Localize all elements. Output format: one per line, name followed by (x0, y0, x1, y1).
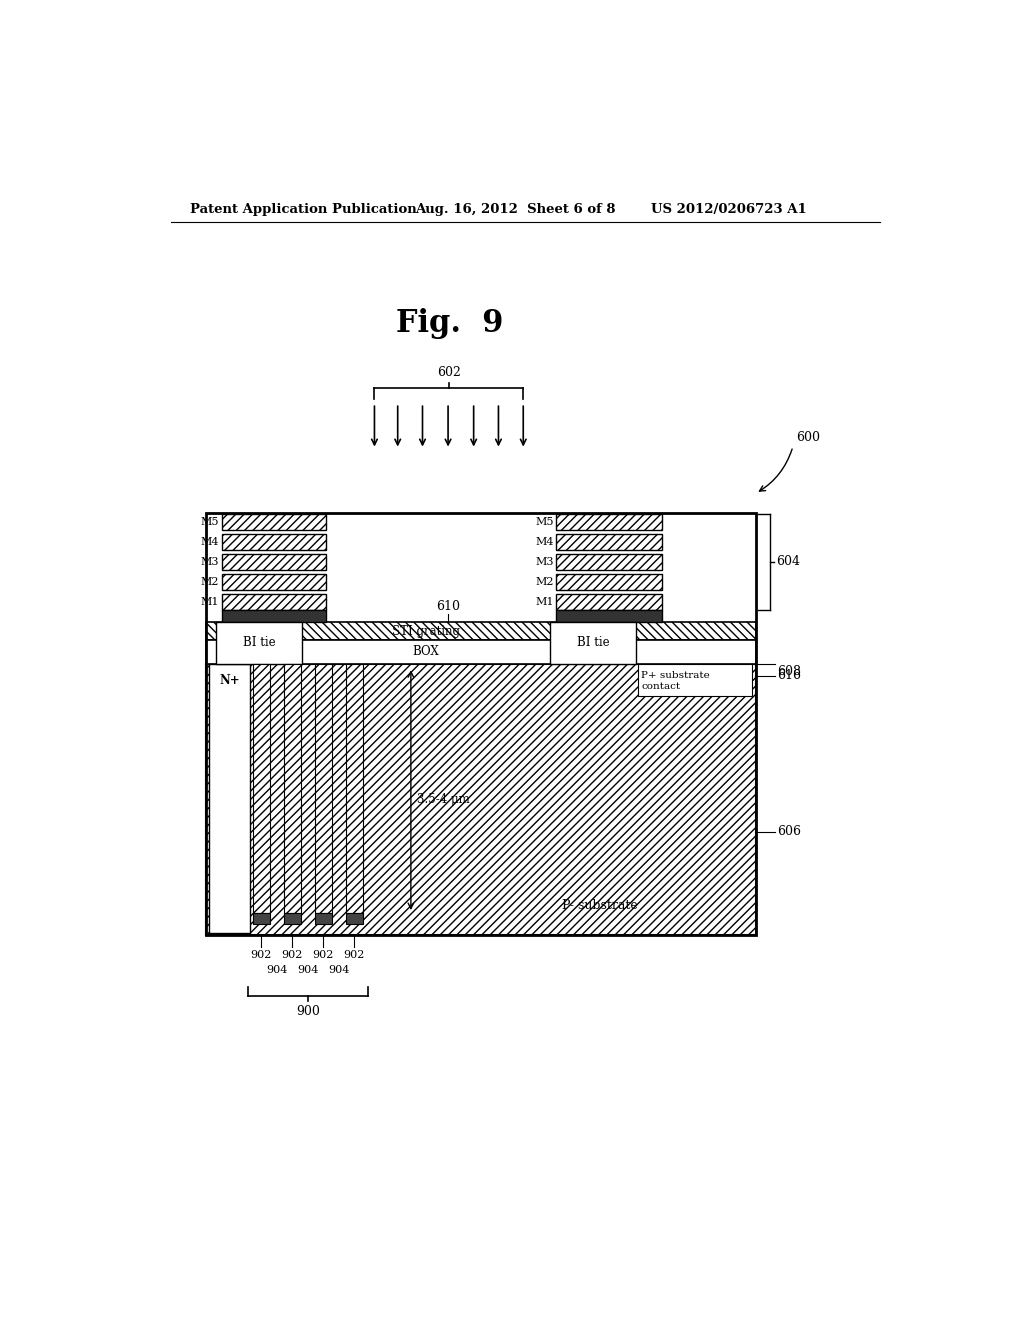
Bar (314, 664, 332, 913)
Text: M1: M1 (535, 597, 554, 607)
Bar (206, 640, 756, 664)
Text: US 2012/0206723 A1: US 2012/0206723 A1 (651, 203, 807, 215)
Bar (222, 554, 326, 570)
Text: M4: M4 (535, 537, 554, 546)
Bar (346, 913, 362, 924)
Text: 3.5-4 μm: 3.5-4 μm (417, 792, 470, 805)
Text: BI tie: BI tie (577, 636, 609, 649)
Text: 610: 610 (436, 601, 460, 612)
Bar (556, 574, 662, 590)
Bar (550, 622, 636, 664)
Text: 904: 904 (266, 965, 288, 975)
Bar (314, 913, 332, 924)
Text: Patent Application Publication: Patent Application Publication (190, 203, 417, 215)
Bar (253, 664, 270, 913)
Text: 616: 616 (777, 669, 802, 682)
Bar (222, 610, 326, 622)
Text: 602: 602 (437, 366, 461, 379)
Text: 902: 902 (344, 950, 365, 960)
Bar (206, 512, 756, 935)
Bar (284, 664, 301, 913)
Text: BOX: BOX (413, 645, 439, 659)
Text: M5: M5 (201, 517, 219, 527)
Bar (206, 664, 756, 935)
Bar (222, 515, 326, 529)
Text: Fig.  9: Fig. 9 (396, 309, 504, 339)
Text: 900: 900 (296, 1006, 319, 1019)
Bar (253, 913, 270, 924)
Text: STI grating: STI grating (392, 624, 460, 638)
Text: M3: M3 (535, 557, 554, 566)
Text: 904: 904 (328, 965, 349, 975)
Text: M1: M1 (201, 597, 219, 607)
Text: N+: N+ (219, 675, 240, 688)
Text: BI tie: BI tie (243, 636, 275, 649)
Bar (638, 664, 752, 696)
Text: M4: M4 (201, 537, 219, 546)
Text: P+ substrate
contact: P+ substrate contact (641, 671, 710, 690)
Bar (556, 515, 662, 529)
Text: M2: M2 (535, 577, 554, 587)
Bar (216, 622, 302, 664)
Text: M5: M5 (535, 517, 554, 527)
Bar (222, 535, 326, 549)
Text: M2: M2 (201, 577, 219, 587)
Text: 902: 902 (312, 950, 334, 960)
Bar (206, 622, 756, 640)
Text: M3: M3 (201, 557, 219, 566)
Text: 904: 904 (297, 965, 318, 975)
Text: 902: 902 (282, 950, 303, 960)
Bar (556, 554, 662, 570)
Bar (346, 664, 362, 913)
Text: 604: 604 (776, 556, 800, 569)
Bar (556, 594, 662, 610)
Bar (222, 594, 326, 610)
Text: 600: 600 (796, 432, 820, 445)
Bar (209, 664, 250, 933)
Text: 606: 606 (777, 825, 802, 838)
Text: P- substrate: P- substrate (562, 899, 638, 912)
Text: Aug. 16, 2012  Sheet 6 of 8: Aug. 16, 2012 Sheet 6 of 8 (415, 203, 615, 215)
Bar (222, 574, 326, 590)
Bar (284, 913, 301, 924)
Text: 902: 902 (251, 950, 272, 960)
Text: 608: 608 (777, 665, 802, 678)
Bar (556, 610, 662, 622)
Bar (556, 535, 662, 549)
